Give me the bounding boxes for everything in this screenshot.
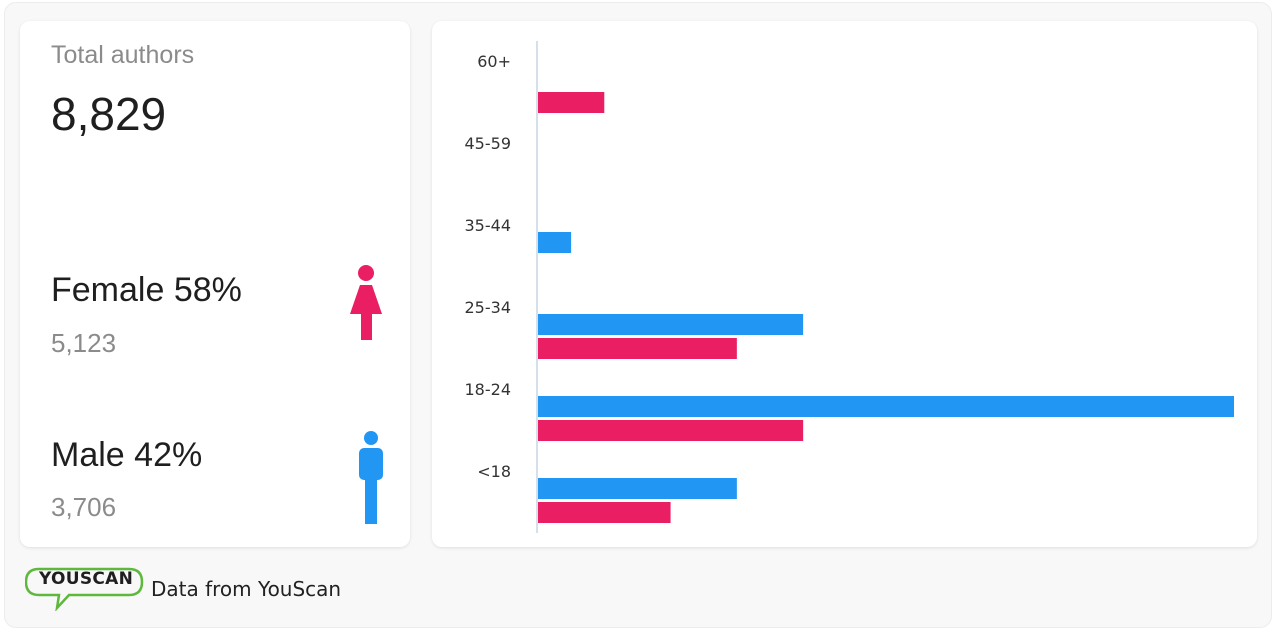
bar-female[interactable] (538, 338, 737, 359)
summary-card: Total authors 8,829 Female 58% 5,123 Mal… (20, 21, 410, 547)
female-percent: 58% (173, 271, 242, 309)
footer: YOUSCAN Data from YouScan (25, 567, 341, 611)
bar-female[interactable] (538, 92, 605, 113)
y-tick-label: <18 (477, 462, 511, 481)
bar-male[interactable] (538, 396, 1234, 417)
y-tick-label: 60+ (477, 52, 511, 71)
female-count: 5,123 (51, 328, 117, 358)
male-count: 3,706 (51, 492, 117, 522)
age-chart-card: 60+ 45-59 35-44 25-34 18-24 <18 (432, 21, 1257, 547)
bar-female[interactable] (538, 502, 671, 523)
youscan-logo-text: YOUSCAN (39, 569, 134, 589)
male-icon (359, 431, 383, 524)
age-bar-chart: 60+ 45-59 35-44 25-34 18-24 <18 (465, 41, 1234, 533)
bar-male[interactable] (538, 478, 737, 499)
total-authors-label: Total authors (51, 41, 195, 69)
total-authors-value: 8,829 (51, 88, 167, 140)
male-percent: 42% (134, 436, 203, 474)
female-title: Female 58% (51, 271, 242, 310)
male-label: Male (51, 436, 125, 474)
y-tick-label: 35-44 (465, 216, 512, 235)
footer-source-text: Data from YouScan (151, 577, 342, 601)
y-tick-label: 45-59 (465, 134, 512, 153)
bar-male[interactable] (538, 232, 572, 253)
female-label: Female (51, 271, 165, 309)
youscan-logo-icon (25, 567, 144, 611)
bar-female[interactable] (538, 420, 804, 441)
female-icon (350, 265, 382, 340)
male-title: Male 42% (51, 436, 202, 475)
y-tick-label: 18-24 (465, 380, 512, 399)
y-tick-label: 25-34 (465, 298, 512, 317)
bar-male[interactable] (538, 314, 804, 335)
